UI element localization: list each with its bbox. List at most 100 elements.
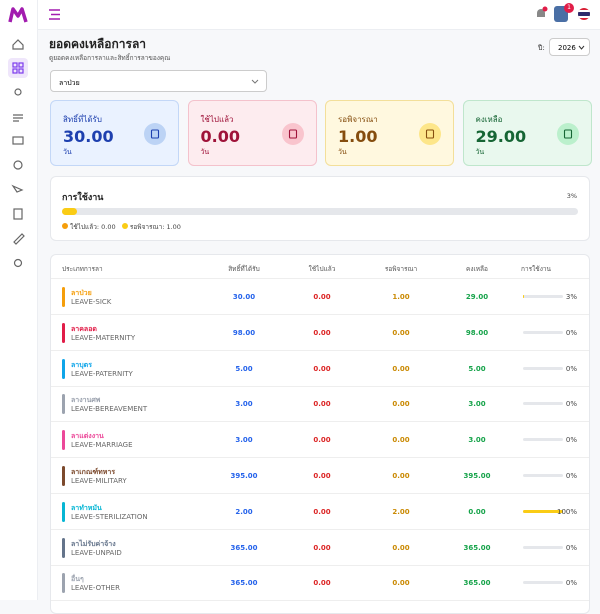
- language-flag[interactable]: [578, 8, 590, 20]
- table-header-row: [51, 255, 589, 279]
- leave-name: ลางานศพ: [71, 396, 101, 405]
- list-icon[interactable]: [13, 114, 23, 122]
- topbar: 1: [38, 0, 600, 30]
- table-row: [51, 530, 589, 566]
- active-item[interactable]: [8, 58, 28, 78]
- table-row: [51, 351, 589, 387]
- cell-used: 0.00: [313, 579, 331, 588]
- card-label: สิทธิ์ที่ได้รับ: [63, 115, 102, 124]
- bell-button[interactable]: [534, 6, 548, 22]
- usage-track: [523, 438, 563, 442]
- leave-code: LEAVE-MATERNITY: [71, 333, 136, 342]
- leave-name: ลาคลอด: [71, 324, 97, 333]
- leave-name: ลาแต่งงาน: [71, 432, 104, 441]
- column-header: ใช้ไปแล้ว: [308, 265, 336, 273]
- leave-code: LEAVE-MILITARY: [71, 477, 127, 485]
- usage-track: [523, 366, 563, 370]
- cell-pending: 0.00: [392, 472, 410, 480]
- card-value: 1.00: [338, 127, 378, 146]
- table-row: [51, 458, 589, 494]
- cell-entitled: 98.00: [232, 328, 256, 337]
- year-select[interactable]: 2026: [549, 38, 590, 56]
- cell-entitled: 395.00: [230, 472, 258, 480]
- row-stripe: [62, 322, 65, 343]
- usage-label: 3%: [565, 293, 577, 301]
- cell-remaining: 3.00: [468, 436, 486, 445]
- leave-code: LEAVE-OTHER: [71, 584, 120, 593]
- usage-track: [523, 402, 563, 406]
- leave-name: ลาเกณฑ์ทหาร: [71, 468, 116, 476]
- avatar-badge: 1: [564, 3, 574, 13]
- usage-track: [62, 208, 578, 215]
- cell-entitled: 3.00: [235, 436, 253, 445]
- page-subtitle: ดูยอดคงเหลือการลาและสิทธิ์การลาของคุณ: [49, 54, 171, 62]
- usage-title: การใช้งาน: [62, 193, 104, 203]
- card-label: ใช้ไปแล้ว: [200, 115, 234, 124]
- row-stripe: [62, 394, 65, 415]
- row-stripe: [62, 358, 65, 379]
- leave-code: LEAVE-BEREAVEMENT: [71, 405, 148, 414]
- row-stripe: [62, 430, 65, 451]
- menu-button[interactable]: [48, 8, 62, 22]
- card-unit: วัน: [338, 148, 347, 156]
- monitor-icon[interactable]: [12, 136, 24, 145]
- usage-bar: [523, 295, 525, 298]
- usage-bar: [62, 208, 78, 215]
- card-value: 29.00: [475, 127, 527, 146]
- legend-pending: รอพิจารณา: 1.00: [129, 223, 181, 231]
- row-stripe: [62, 466, 65, 486]
- usage-label: 0%: [565, 579, 577, 588]
- logo[interactable]: [8, 7, 28, 23]
- gear-icon[interactable]: [13, 258, 23, 268]
- usage-track: [523, 330, 563, 334]
- column-header: ประเภทการลา: [62, 265, 103, 273]
- usage-track: [523, 545, 563, 549]
- cell-entitled: 5.00: [235, 364, 253, 373]
- settings-user-icon[interactable]: [13, 160, 23, 170]
- cell-entitled: 3.00: [235, 400, 253, 409]
- row-stripe: [62, 501, 65, 522]
- usage-track: [523, 509, 563, 513]
- summary-card: คงเหลือ 29.00 วัน: [462, 100, 592, 166]
- cell-used: 0.00: [313, 364, 331, 373]
- cell-used: 0.00: [313, 507, 331, 516]
- cell-used: 0.00: [313, 293, 331, 301]
- column-header: คงเหลือ: [466, 265, 488, 273]
- doc-icon[interactable]: [13, 208, 23, 220]
- cell-remaining: 395.00: [463, 472, 491, 480]
- usage-label: 0%: [565, 400, 577, 409]
- year-label: ปี:: [538, 44, 545, 52]
- column-header: สิทธิ์ที่ได้รับ: [228, 265, 260, 273]
- cell-pending: 2.00: [392, 507, 410, 516]
- home-icon[interactable]: [12, 39, 24, 50]
- row-stripe: [62, 537, 65, 558]
- page: {"header":{"avatar_badge":"1"}, "page":{…: [8, 0, 600, 614]
- edit-icon[interactable]: [13, 233, 25, 245]
- card-value: 0.00: [200, 127, 240, 146]
- cell-pending: 0.00: [392, 579, 410, 588]
- usage-label: 0%: [565, 328, 577, 337]
- column-header: รอพิจารณา: [384, 265, 418, 273]
- cursor-icon[interactable]: [11, 184, 24, 193]
- card-icon: [281, 123, 304, 145]
- cell-entitled: 2.00: [235, 507, 253, 516]
- usage-track: [523, 581, 563, 585]
- usage-percent: 3%: [566, 192, 577, 200]
- card-unit: วัน: [475, 148, 485, 156]
- cell-remaining: 365.00: [463, 579, 491, 588]
- cell-entitled: 365.00: [230, 543, 258, 552]
- column-header: การใช้งาน: [521, 265, 551, 273]
- year-value: 2026: [558, 44, 576, 52]
- cell-remaining: 3.00: [468, 400, 486, 409]
- people-icon[interactable]: [14, 88, 22, 96]
- leave-name: ลาทำหมัน: [71, 503, 102, 512]
- usage-panel: การใช้งาน 3% ใช้ไปแล้ว: 0.00 รอพิจารณา: …: [50, 176, 590, 241]
- leave-code: LEAVE-UNPAID: [71, 548, 122, 557]
- usage-track: [523, 295, 563, 298]
- usage-bar: [523, 509, 563, 513]
- cell-pending: 0.00: [392, 364, 410, 373]
- leave-type-select[interactable]: ลาป่วย: [50, 70, 267, 92]
- cell-used: 0.00: [313, 328, 331, 337]
- row-stripe: [62, 573, 65, 594]
- table-row: [51, 279, 589, 315]
